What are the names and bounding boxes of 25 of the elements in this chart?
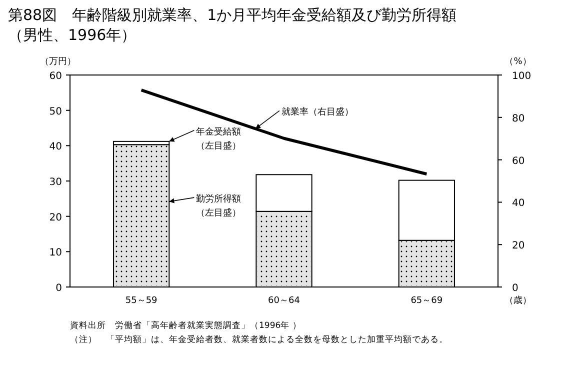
legend-label: 年金受給額（左目盛） [196,126,242,152]
y2-tick-label: 60 [512,156,525,167]
text: （注） 「平均額」は、年金受給者数、就業者数による全数を母数とした加重平均額である。 [70,334,448,345]
x-tick-label: 60～64 [268,296,300,306]
y-tick-label: 20 [49,212,62,224]
y2-tick-label: 100 [512,71,532,82]
text: 就業率（右目盛） [281,106,354,118]
y2-tick-label: 20 [512,240,525,252]
y-tick-label: 10 [49,248,62,259]
x-axis-title: （歳） [504,295,532,306]
y2-tick-label: 0 [512,283,518,294]
x-tick-label: 55～59 [125,296,158,306]
y-tick-label: 0 [56,283,62,294]
y-tick-label: 60 [49,71,62,82]
y-tick-label: 50 [49,106,62,118]
y-tick-label: 40 [49,142,62,153]
y2-tick-label: 80 [512,113,525,124]
y2-axis-title: （%） [504,57,532,67]
chart-title: 第88図 年齢階級別就業率、1か月平均年金受給額及び勤労所得額（男性、1996年） [8,6,457,44]
text: 資料出所 労働省「高年齢者就業実態調査」（1996年 ） [70,320,302,331]
legend-label: 勤労所得額（左目盛） [196,194,242,219]
x-tick-label: 65～69 [410,296,443,306]
y-tick-label: 30 [49,177,62,188]
y2-tick-label: 40 [512,198,525,210]
y-axis-title: （万円） [40,57,76,67]
